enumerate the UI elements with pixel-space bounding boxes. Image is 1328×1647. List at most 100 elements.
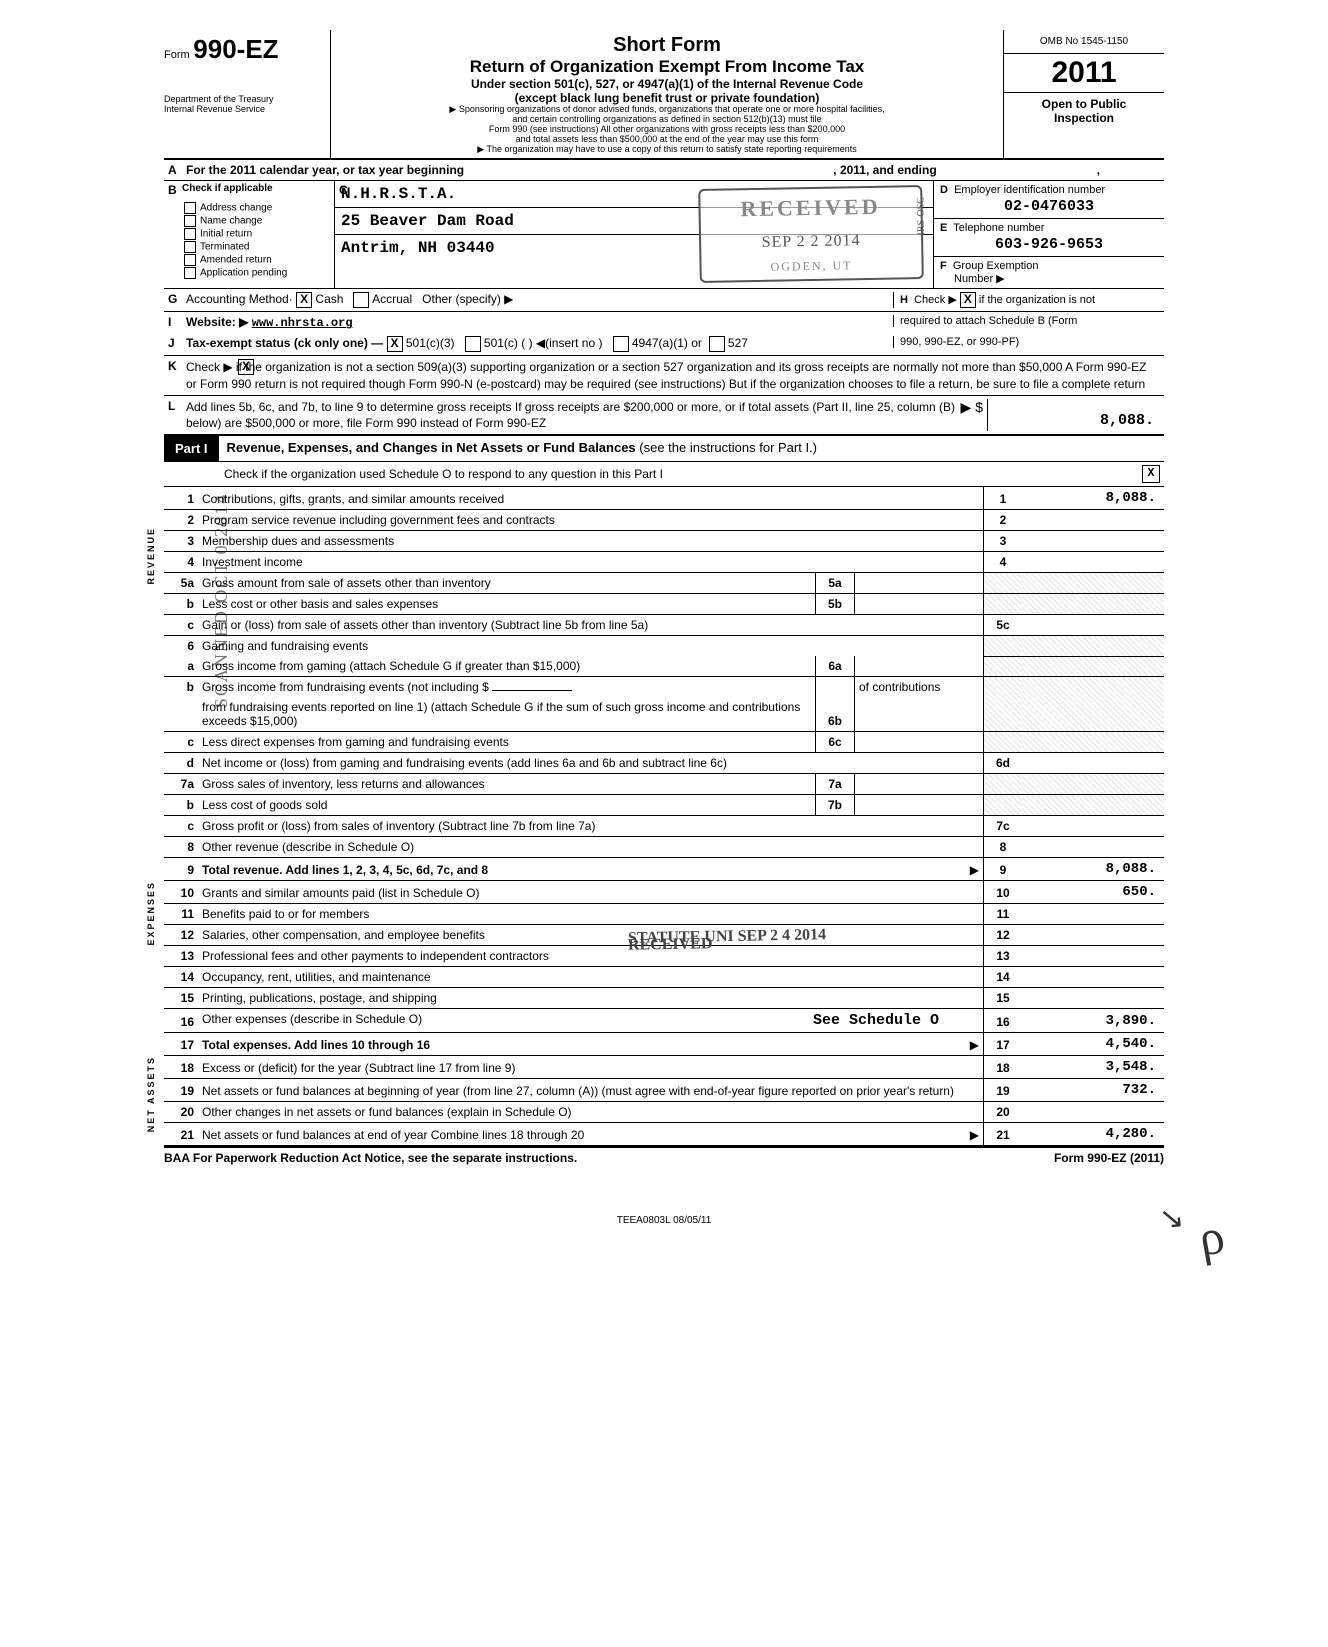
ein-label: Employer identification number: [954, 184, 1105, 196]
lett-j: J: [168, 336, 186, 350]
statute-stamp2: RECEIVED: [628, 935, 713, 954]
side-revenue: REVENUE: [146, 527, 156, 585]
line-15: 15Printing, publications, postage, and s…: [164, 988, 1164, 1009]
group-exempt-label: Group Exemption: [953, 260, 1039, 272]
line-7b: bLess cost of goods sold7b: [164, 795, 1164, 816]
line-j: J Tax-exempt status (ck only one) — X 50…: [164, 333, 1164, 356]
form-id-cell: Form 990-EZ Department of the Treasury I…: [164, 30, 331, 158]
lett-e: E: [940, 222, 947, 234]
l12-desc: Salaries, other compensation, and employ…: [202, 928, 485, 942]
line-g-content: Accounting Method· X Cash Accrual Other …: [186, 292, 893, 308]
open-public-2: Inspection: [1004, 111, 1164, 125]
l16-extra: See Schedule O: [813, 1012, 939, 1029]
expenses-table: 10Grants and similar amounts paid (list …: [164, 881, 1164, 1056]
dept-block: Department of the Treasury Internal Reve…: [164, 95, 324, 115]
ein-value: 02-0476033: [940, 196, 1158, 215]
lett-d: D: [940, 184, 948, 196]
lett-f: F: [940, 260, 947, 272]
chk-accrual[interactable]: [353, 292, 369, 308]
chk-4947[interactable]: [613, 336, 629, 352]
line-5a: 5aGross amount from sale of assets other…: [164, 573, 1164, 594]
lett-b: B: [168, 183, 182, 197]
website-value: www.nhrsta.org: [252, 316, 353, 330]
line-6b2: from fundraising events reported on line…: [164, 697, 1164, 732]
chk-amended[interactable]: [184, 254, 196, 266]
acct-method-label: Accounting Method·: [186, 293, 293, 307]
dept-irs: Internal Revenue Service: [164, 105, 324, 115]
h-text1: Check ▶: [914, 294, 957, 306]
initials-mark: ρ: [1194, 1206, 1229, 1267]
line-k-text: Check ▶ if the organization is not a sec…: [186, 360, 1146, 390]
lbl-cash: Cash: [315, 293, 343, 307]
chk-initial[interactable]: [184, 228, 196, 240]
line-6b1: bGross income from fundraising events (n…: [164, 677, 1164, 698]
chk-terminated[interactable]: [184, 241, 196, 253]
title-cell: Short Form Return of Organization Exempt…: [331, 30, 1004, 158]
l21-desc: Net assets or fund balances at end of ye…: [202, 1128, 584, 1142]
line-i: I Website: ▶ www.nhrsta.org required to …: [164, 312, 1164, 333]
header-row: Form 990-EZ Department of the Treasury I…: [164, 30, 1164, 160]
line-6a: aGross income from gaming (attach Schedu…: [164, 656, 1164, 677]
line-16: 16Other expenses (describe in Schedule O…: [164, 1009, 1164, 1033]
chk-h[interactable]: X: [960, 292, 976, 308]
h-text3: required to attach Schedule B (Form: [900, 315, 1077, 327]
l13-desc: Professional fees and other payments to …: [202, 949, 549, 963]
tax-exempt-label: Tax-exempt status (ck only one) —: [186, 337, 383, 351]
lines-table: 1Contributions, gifts, grants, and simil…: [164, 487, 1164, 881]
lbl-501c-b: ) ◀(insert no ): [529, 337, 603, 351]
lbl-amended: Amended return: [200, 255, 272, 266]
line-2: 2Program service revenue including gover…: [164, 510, 1164, 531]
line-a-text1: For the 2011 calendar year, or tax year …: [186, 163, 464, 177]
line-l: L Add lines 5b, 6c, and 7b, to line 9 to…: [164, 396, 1164, 436]
lbl-501c3: 501(c)(3): [406, 337, 455, 351]
chk-application[interactable]: [184, 267, 196, 279]
line-7a: 7aGross sales of inventory, less returns…: [164, 774, 1164, 795]
line-20: 20Other changes in net assets or fund ba…: [164, 1102, 1164, 1123]
h-text4: 990, 990-EZ, or 990-PF): [900, 336, 1019, 348]
chk-501c[interactable]: [465, 336, 481, 352]
lbl-name: Name change: [200, 216, 262, 227]
line-g-h: G Accounting Method· X Cash Accrual Othe…: [164, 289, 1164, 312]
check-if-applicable: Check if applicable: [182, 183, 273, 197]
col-b: B Check if applicable Address change Nam…: [164, 181, 335, 288]
line-9: 9Total revenue. Add lines 1, 2, 3, 4, 5c…: [164, 858, 1164, 881]
line-h: H Check ▶ X if the organization is not: [893, 292, 1160, 308]
sched-o-checkbox[interactable]: X: [1142, 465, 1160, 483]
chk-527[interactable]: [709, 336, 725, 352]
lett-a: A: [168, 163, 186, 177]
website-label: Website: ▶: [186, 315, 248, 329]
form-number: 990-EZ: [193, 34, 278, 64]
lbl-501c: 501(c) (: [484, 337, 525, 351]
part1-title: Revenue, Expenses, and Changes in Net As…: [227, 440, 640, 455]
chk-501c3[interactable]: X: [387, 336, 403, 352]
side-expenses: EXPENSES: [146, 881, 156, 946]
col-def: D Employer identification number 02-0476…: [934, 181, 1164, 288]
title-note5: ▶ The organization may have to use a cop…: [337, 145, 997, 155]
line-1: 1Contributions, gifts, grants, and simil…: [164, 487, 1164, 510]
title-short: Short Form: [337, 34, 997, 57]
chk-address[interactable]: [184, 202, 196, 214]
h-text2: if the organization is not: [979, 294, 1095, 306]
chk-cash[interactable]: X: [296, 292, 312, 308]
received-stamp: IRS-OSC RECEIVED SEP 2 2 2014 OGDEN, UT: [698, 186, 924, 284]
lbl-application: Application pending: [200, 268, 287, 279]
chk-name[interactable]: [184, 215, 196, 227]
chk-k[interactable]: X: [238, 359, 254, 375]
right-cell: OMB No 1545-1150 2011 Open to Public Ins…: [1004, 30, 1164, 158]
line-6c: cLess direct expenses from gaming and fu…: [164, 732, 1164, 753]
lett-c: C: [339, 183, 348, 197]
stamp-received: RECEIVED: [700, 194, 920, 224]
lbl-other: Other (specify) ▶: [422, 293, 513, 307]
l9-desc: Total revenue. Add lines 1, 2, 3, 4, 5c,…: [202, 863, 488, 877]
line-a-text2: , 2011, and ending: [833, 163, 936, 177]
part1-tag: Part I: [164, 436, 219, 461]
check-list: Address change Name change Initial retur…: [164, 199, 334, 284]
line-3: 3Membership dues and assessments3: [164, 531, 1164, 552]
l16-desc: Other expenses (describe in Schedule O): [202, 1012, 422, 1026]
line-13: 13 Professional fees and other payments …: [164, 946, 1164, 967]
line-18: 18Excess or (deficit) for the year (Subt…: [164, 1056, 1164, 1079]
line-a: A For the 2011 calendar year, or tax yea…: [164, 160, 1164, 181]
lines-container: REVENUE 1Contributions, gifts, grants, a…: [164, 487, 1164, 1146]
line-a-text3: ,: [1097, 163, 1100, 177]
line-l-arrow: ▶ $: [957, 399, 987, 416]
